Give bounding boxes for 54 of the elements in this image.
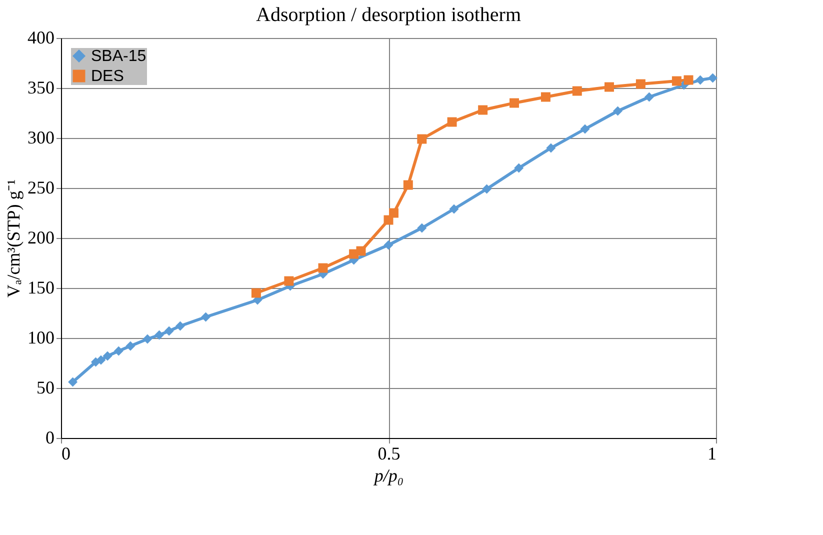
point bbox=[644, 92, 654, 102]
y-tick-label: 400 bbox=[28, 28, 54, 48]
point bbox=[175, 321, 185, 331]
point bbox=[514, 163, 524, 173]
point bbox=[482, 184, 492, 194]
point bbox=[102, 351, 112, 361]
point bbox=[510, 98, 520, 108]
point bbox=[613, 106, 622, 116]
x-tick-label: 0 bbox=[62, 444, 70, 464]
y-axis-title: Vₐ/cm³(STP) g⁻¹ bbox=[4, 179, 24, 298]
point bbox=[201, 312, 210, 322]
point bbox=[388, 208, 398, 218]
legend-label: DES bbox=[91, 68, 124, 85]
point bbox=[403, 180, 413, 190]
y-tick-label: 150 bbox=[28, 278, 54, 298]
point bbox=[126, 341, 136, 351]
point bbox=[708, 73, 718, 83]
point bbox=[447, 117, 457, 127]
y-tick-label: 200 bbox=[28, 228, 54, 248]
y-tick-label: 300 bbox=[28, 128, 54, 148]
point bbox=[546, 143, 556, 153]
y-tick-label: 50 bbox=[36, 378, 54, 398]
chart-title: Adsorption / desorption isotherm bbox=[256, 4, 522, 26]
point bbox=[672, 76, 682, 86]
point bbox=[417, 223, 427, 233]
x-tick-label: 0.5 bbox=[378, 444, 400, 464]
y-tick-label: 350 bbox=[28, 78, 54, 98]
x-tick-label: 1 bbox=[708, 444, 716, 464]
point bbox=[540, 92, 550, 102]
point bbox=[384, 240, 394, 250]
point bbox=[154, 330, 164, 340]
point bbox=[318, 263, 328, 273]
point bbox=[636, 79, 646, 89]
point bbox=[580, 124, 590, 134]
point bbox=[68, 377, 78, 387]
point bbox=[417, 134, 427, 144]
point bbox=[478, 105, 488, 115]
point bbox=[96, 355, 106, 365]
point bbox=[604, 82, 614, 92]
point bbox=[684, 75, 694, 85]
point bbox=[114, 346, 124, 356]
point bbox=[572, 86, 582, 96]
legend-label: SBA-15 bbox=[91, 48, 146, 65]
x-axis-title: p/p₀ bbox=[372, 466, 404, 486]
point bbox=[251, 288, 261, 298]
point bbox=[142, 334, 152, 344]
y-tick-label: 100 bbox=[28, 328, 54, 348]
point bbox=[356, 246, 366, 256]
point bbox=[696, 75, 706, 85]
y-tick-label: 250 bbox=[28, 178, 54, 198]
point bbox=[449, 204, 459, 214]
point bbox=[284, 276, 294, 286]
point bbox=[164, 326, 174, 336]
y-tick-label: 0 bbox=[46, 428, 54, 448]
